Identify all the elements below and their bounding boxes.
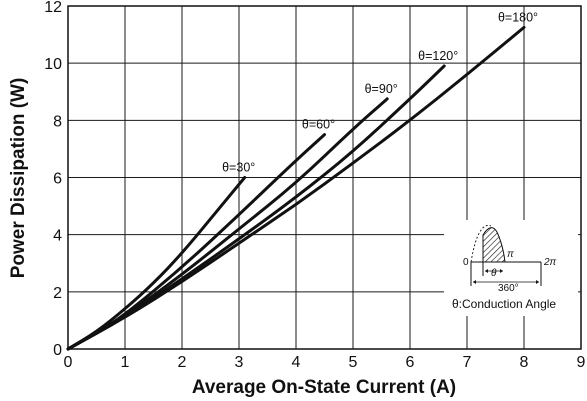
x-tick-label: 2 — [178, 354, 187, 371]
y-tick-label: 2 — [53, 285, 62, 302]
y-tick-label: 6 — [53, 171, 62, 188]
series-label: θ=120° — [418, 49, 458, 63]
curve-series — [66, 176, 247, 351]
series-label: θ=30° — [222, 161, 255, 175]
x-tick-label: 4 — [292, 354, 301, 371]
series-label: θ=180° — [498, 10, 538, 24]
inset-background — [444, 220, 578, 316]
x-tick-label: 5 — [349, 354, 358, 371]
y-tick-label: 0 — [53, 342, 62, 359]
x-tick-label: 1 — [121, 354, 130, 371]
inset-caption: θ:Conduction Angle — [452, 297, 556, 311]
sine-hatched-area — [482, 227, 506, 263]
y-tick-label: 4 — [53, 228, 62, 245]
y-tick-label: 10 — [44, 56, 62, 73]
inset-zero-label: 0 — [463, 257, 469, 268]
x-axis-label: Average On-State Current (A) — [192, 377, 456, 398]
inset-360-label: 360° — [498, 283, 519, 294]
curve-series — [66, 133, 326, 351]
x-tick-label: 6 — [406, 354, 415, 371]
y-axis-label: Power Dissipation (W) — [8, 78, 29, 279]
x-tick-label: 7 — [463, 354, 472, 371]
inset-two-pi-label: 2π — [543, 257, 557, 268]
x-tick-label: 9 — [577, 354, 586, 371]
y-tick-label: 12 — [44, 0, 62, 16]
x-tick-label: 3 — [235, 354, 244, 371]
inset-theta-label: θ — [491, 268, 497, 279]
curve-series — [66, 25, 526, 351]
inset-pi-label: π — [507, 249, 514, 260]
plot-frame — [67, 5, 582, 350]
conduction-angle-inset: 0 π 2π θ 360° θ:Conduction Angle — [444, 220, 578, 316]
y-tick-label: 8 — [53, 113, 62, 130]
curve-series — [66, 64, 446, 351]
series-label: θ=90° — [365, 82, 398, 96]
series-label: θ=60° — [302, 118, 335, 132]
x-tick-label: 8 — [520, 354, 529, 371]
curves: θ=30° θ=60° θ=90° θ=120° θ=180° — [66, 10, 538, 351]
x-tick-label: 0 — [64, 354, 73, 371]
